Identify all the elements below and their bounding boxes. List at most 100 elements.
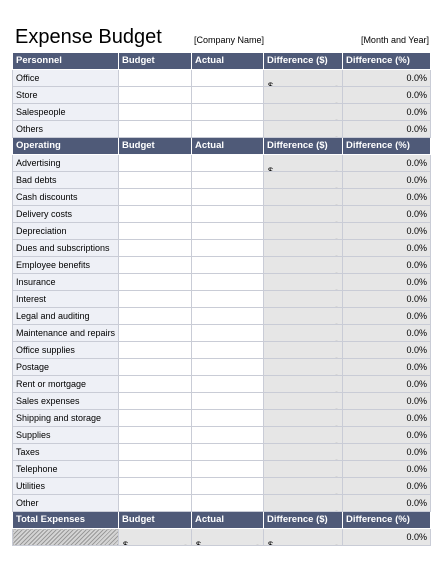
difference-dollar-value: -: [335, 455, 338, 461]
actual-input-cell[interactable]: [191, 358, 264, 376]
difference-dollar-value: -: [335, 302, 338, 308]
actual-input-cell[interactable]: [191, 341, 264, 359]
difference-pct-column-header: Difference (%): [342, 52, 431, 70]
difference-dollar-value: -: [335, 166, 338, 172]
table-row: Postage -0.0%: [12, 358, 431, 376]
difference-dollar-cell: $ -: [263, 154, 343, 172]
month-year-field[interactable]: [Month and Year]: [360, 35, 429, 45]
budget-input-cell[interactable]: [118, 120, 192, 138]
budget-input-cell[interactable]: [118, 205, 192, 223]
page-title: Expense Budget: [15, 26, 162, 48]
difference-dollar-cell: -: [263, 120, 343, 138]
budget-input-cell[interactable]: [118, 273, 192, 291]
row-label: Advertising: [12, 154, 119, 172]
budget-input-cell[interactable]: [118, 392, 192, 410]
budget-input-cell[interactable]: [118, 154, 192, 172]
difference-pct-cell: 0.0%: [342, 69, 431, 87]
budget-input-cell[interactable]: [118, 443, 192, 461]
budget-input-cell[interactable]: [118, 239, 192, 257]
difference-pct-cell: 0.0%: [342, 290, 431, 308]
budget-input-cell[interactable]: [118, 171, 192, 189]
budget-input-cell[interactable]: [118, 222, 192, 240]
difference-pct-cell: 0.0%: [342, 392, 431, 410]
actual-column-header: Actual: [191, 52, 264, 70]
row-label: Office supplies: [12, 341, 119, 359]
row-label: Telephone: [12, 460, 119, 478]
difference-dollar-cell: -: [263, 426, 343, 444]
budget-input-cell[interactable]: [118, 324, 192, 342]
difference-pct-cell: 0.0%: [342, 307, 431, 325]
currency-symbol: $: [196, 540, 202, 546]
difference-dollar-value: -: [335, 404, 338, 410]
actual-input-cell[interactable]: [191, 86, 264, 104]
actual-input-cell[interactable]: [191, 409, 264, 427]
budget-input-cell[interactable]: [118, 409, 192, 427]
actual-input-cell[interactable]: [191, 494, 264, 512]
budget-input-cell[interactable]: [118, 375, 192, 393]
row-label: Utilities: [12, 477, 119, 495]
budget-input-cell[interactable]: [118, 494, 192, 512]
budget-input-cell[interactable]: [118, 341, 192, 359]
difference-dollar-value: -: [335, 268, 338, 274]
difference-pct-cell: 0.0%: [342, 341, 431, 359]
budget-input-cell[interactable]: [118, 256, 192, 274]
table-row: Taxes -0.0%: [12, 443, 431, 461]
actual-input-cell[interactable]: [191, 154, 264, 172]
actual-input-cell[interactable]: [191, 477, 264, 495]
budget-input-cell[interactable]: [118, 290, 192, 308]
difference-pct-cell: 0.0%: [342, 358, 431, 376]
company-name-field[interactable]: [Company Name]: [194, 35, 265, 45]
difference-pct-cell: 0.0%: [342, 460, 431, 478]
difference-pct-cell: 0.0%: [342, 443, 431, 461]
totals-header-row: Total Expenses Budget Actual Difference ($)…: [12, 511, 431, 529]
actual-input-cell[interactable]: [191, 375, 264, 393]
table-row: Shipping and storage -0.0%: [12, 409, 431, 427]
budget-input-cell[interactable]: [118, 69, 192, 87]
actual-input-cell[interactable]: [191, 188, 264, 206]
budget-input-cell[interactable]: [118, 188, 192, 206]
actual-input-cell[interactable]: [191, 324, 264, 342]
budget-input-cell[interactable]: [118, 103, 192, 121]
actual-input-cell[interactable]: [191, 222, 264, 240]
row-label: Bad debts: [12, 171, 119, 189]
actual-input-cell[interactable]: [191, 256, 264, 274]
budget-input-cell[interactable]: [118, 426, 192, 444]
budget-input-cell[interactable]: [118, 358, 192, 376]
row-label: Legal and auditing: [12, 307, 119, 325]
difference-dollar-cell: $ -: [263, 69, 343, 87]
actual-input-cell[interactable]: [191, 307, 264, 325]
difference-dollar-cell: -: [263, 358, 343, 376]
actual-input-cell[interactable]: [191, 290, 264, 308]
table-row: Insurance -0.0%: [12, 273, 431, 291]
table-row: Depreciation -0.0%: [12, 222, 431, 240]
actual-column-header: Actual: [191, 511, 264, 529]
actual-input-cell[interactable]: [191, 426, 264, 444]
table-row: Salespeople -0.0%: [12, 103, 431, 121]
actual-input-cell[interactable]: [191, 443, 264, 461]
table-row: Cash discounts -0.0%: [12, 188, 431, 206]
actual-input-cell[interactable]: [191, 120, 264, 138]
budget-input-cell[interactable]: [118, 477, 192, 495]
operating-header-row: Operating Budget Actual Difference ($) Diffe…: [12, 137, 431, 155]
actual-input-cell[interactable]: [191, 171, 264, 189]
difference-pct-cell: 0.0%: [342, 273, 431, 291]
totals-hatch-cell: [12, 528, 119, 546]
actual-input-cell[interactable]: [191, 205, 264, 223]
actual-input-cell[interactable]: [191, 239, 264, 257]
actual-input-cell[interactable]: [191, 273, 264, 291]
budget-input-cell[interactable]: [118, 460, 192, 478]
title-row: Expense Budget [Company Name] [Month and…: [0, 0, 444, 50]
difference-dollar-column-header: Difference ($): [263, 511, 343, 529]
budget-input-cell[interactable]: [118, 86, 192, 104]
actual-input-cell[interactable]: [191, 392, 264, 410]
budget-column-header: Budget: [118, 137, 192, 155]
actual-input-cell[interactable]: [191, 69, 264, 87]
table-row: Delivery costs -0.0%: [12, 205, 431, 223]
actual-input-cell[interactable]: [191, 103, 264, 121]
currency-symbol: $: [268, 166, 274, 172]
difference-dollar-cell: -: [263, 205, 343, 223]
actual-input-cell[interactable]: [191, 460, 264, 478]
budget-input-cell[interactable]: [118, 307, 192, 325]
difference-dollar-value: -: [335, 285, 338, 291]
difference-dollar-cell: -: [263, 188, 343, 206]
